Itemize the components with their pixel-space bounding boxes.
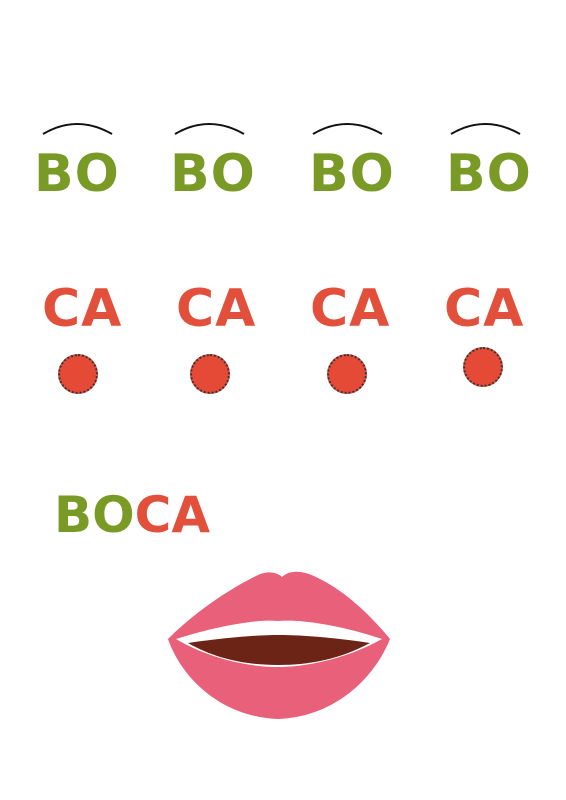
eyebrow-arc-icon bbox=[42, 123, 113, 135]
syllable-bo-4: BO bbox=[446, 144, 532, 204]
cheek-dot-icon bbox=[58, 354, 98, 394]
cheek-dot-icon bbox=[463, 347, 503, 387]
lips-icon bbox=[168, 571, 390, 719]
eyebrow-arc-icon bbox=[450, 123, 521, 135]
syllable-bo-2: BO bbox=[170, 144, 256, 204]
syllable-ca-4: CA bbox=[444, 279, 525, 339]
syllable-ca-2: CA bbox=[176, 279, 257, 339]
cheek-dot-icon bbox=[190, 354, 230, 394]
syllable-ca-1: CA bbox=[42, 279, 123, 339]
syllable-bo-1: BO bbox=[34, 144, 120, 204]
syllable-ca-3: CA bbox=[310, 279, 391, 339]
syllable-bo-3: BO bbox=[309, 144, 395, 204]
cheek-dot-icon bbox=[327, 354, 367, 394]
eyebrow-arc-icon bbox=[312, 123, 383, 135]
word-boca: BOCA bbox=[54, 490, 210, 540]
word-part-bo: BO bbox=[54, 486, 135, 544]
eyebrow-arc-icon bbox=[174, 123, 245, 135]
word-part-ca: CA bbox=[134, 486, 211, 544]
